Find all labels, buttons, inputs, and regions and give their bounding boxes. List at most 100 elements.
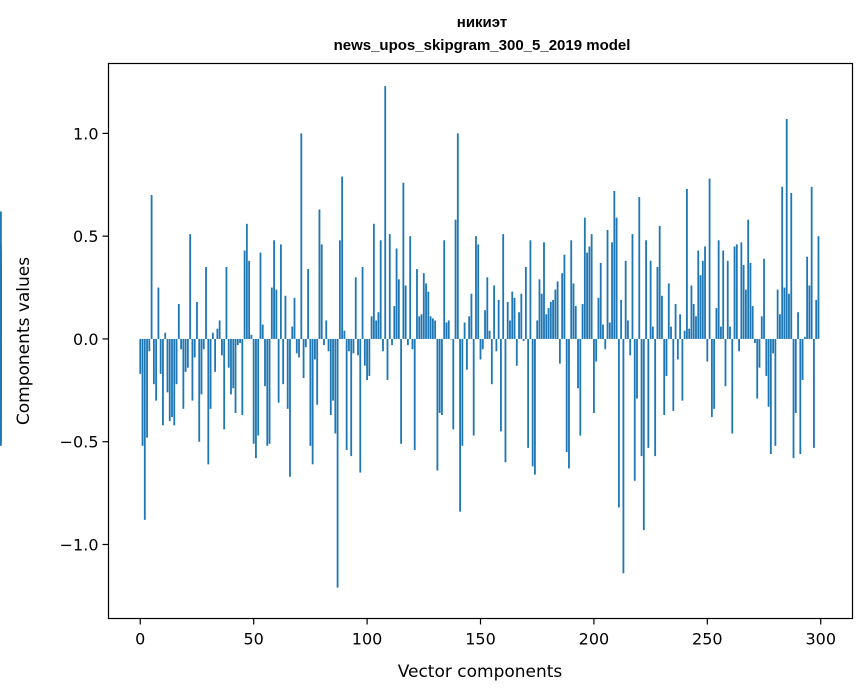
bar-232 bbox=[665, 338, 668, 376]
bar-162 bbox=[506, 301, 509, 339]
bar-137 bbox=[450, 338, 452, 340]
bar-170 bbox=[524, 267, 527, 339]
bar-291 bbox=[799, 338, 802, 455]
bar-247 bbox=[699, 275, 702, 339]
bar-123 bbox=[418, 316, 421, 339]
bar-44 bbox=[239, 338, 241, 344]
bar-206 bbox=[606, 230, 609, 339]
bar-196 bbox=[583, 217, 586, 339]
bar-267 bbox=[744, 289, 747, 339]
bar-200 bbox=[593, 338, 595, 413]
bar-228 bbox=[656, 267, 659, 339]
bar-56 bbox=[266, 338, 269, 446]
bar-160 bbox=[502, 234, 505, 339]
x-tick-label-100: 100 bbox=[352, 630, 383, 649]
bar-269 bbox=[749, 262, 752, 339]
bar-227 bbox=[654, 338, 657, 457]
bar-284 bbox=[783, 287, 786, 339]
bar-234 bbox=[670, 326, 672, 339]
bar-205 bbox=[604, 338, 607, 350]
bar-243 bbox=[690, 285, 693, 339]
bar-248 bbox=[701, 260, 704, 339]
bar-150 bbox=[479, 338, 482, 360]
bar-222 bbox=[642, 338, 645, 531]
bar-122 bbox=[416, 269, 418, 339]
bar-177 bbox=[540, 293, 543, 339]
bar-110 bbox=[388, 234, 391, 339]
bar-233 bbox=[667, 283, 670, 339]
x-tick-label-200: 200 bbox=[579, 630, 610, 649]
bar-289 bbox=[794, 338, 797, 413]
bar-106 bbox=[379, 240, 382, 339]
bar-157 bbox=[495, 338, 498, 352]
bar-260 bbox=[729, 326, 731, 339]
bar-124 bbox=[420, 314, 423, 339]
bar-164 bbox=[511, 291, 514, 339]
bar-64 bbox=[284, 295, 287, 339]
bar-189 bbox=[568, 338, 570, 469]
bar-130 bbox=[434, 320, 437, 339]
bar-1 bbox=[141, 338, 144, 446]
bar-282 bbox=[779, 314, 781, 339]
bar-126 bbox=[425, 283, 427, 339]
bar-121 bbox=[413, 338, 416, 450]
bar-272 bbox=[756, 338, 759, 399]
bar-17 bbox=[177, 304, 180, 339]
bar-188 bbox=[565, 338, 568, 452]
bar-undefined bbox=[0, 211, 2, 339]
bar-70 bbox=[298, 338, 300, 358]
bar-62 bbox=[279, 244, 282, 339]
bar-78 bbox=[316, 338, 319, 405]
bar-36 bbox=[221, 338, 223, 356]
bar-42 bbox=[234, 338, 237, 413]
bar-203 bbox=[599, 262, 602, 339]
bar-179 bbox=[545, 314, 548, 339]
y-tick-label-3: 0.5 bbox=[73, 227, 98, 246]
y-tick-label-4: 1.0 bbox=[73, 124, 98, 143]
bar-119 bbox=[409, 236, 412, 339]
bar-45 bbox=[241, 338, 244, 415]
bar-75 bbox=[309, 338, 312, 446]
bar-264 bbox=[738, 338, 740, 352]
bar-265 bbox=[740, 242, 743, 339]
bar-161 bbox=[504, 338, 507, 463]
bar-166 bbox=[515, 338, 518, 366]
x-tick-label-150: 150 bbox=[465, 630, 496, 649]
bar-220 bbox=[638, 197, 641, 339]
bar-129 bbox=[431, 318, 434, 339]
bar-20 bbox=[184, 338, 187, 372]
bar-51 bbox=[255, 338, 257, 459]
bar-249 bbox=[704, 246, 706, 339]
y-axis-ticks: −1.0 −0.5 0.0 0.5 1.0 bbox=[60, 124, 109, 555]
bar-175 bbox=[536, 320, 539, 339]
bar-186 bbox=[561, 273, 564, 339]
bar-288 bbox=[792, 338, 795, 459]
bar-76 bbox=[311, 338, 314, 465]
bar-96 bbox=[357, 338, 359, 356]
bar-135 bbox=[445, 322, 448, 339]
bar-2 bbox=[143, 338, 146, 520]
bar-101 bbox=[368, 338, 371, 376]
bar-298 bbox=[815, 299, 818, 339]
bar-73 bbox=[304, 338, 307, 348]
bar-276 bbox=[765, 338, 768, 376]
bar-219 bbox=[636, 338, 638, 399]
bar-16 bbox=[175, 338, 178, 385]
bar-149 bbox=[477, 244, 480, 339]
bar-144 bbox=[465, 338, 468, 370]
bar-141 bbox=[459, 338, 461, 512]
bar-8 bbox=[157, 287, 160, 339]
bar-3 bbox=[146, 338, 148, 438]
chart-title-line2: news_upos_skipgram_300_5_2019 model bbox=[334, 37, 631, 54]
bar-18 bbox=[180, 338, 182, 350]
x-tick-label-0: 0 bbox=[135, 630, 145, 649]
bar-151 bbox=[481, 338, 484, 350]
bar-221 bbox=[640, 338, 643, 457]
bar-109 bbox=[386, 338, 389, 381]
x-tick-label-50: 50 bbox=[243, 630, 263, 649]
bar-50 bbox=[252, 338, 255, 444]
bar-258 bbox=[724, 338, 727, 387]
bar-242 bbox=[688, 328, 691, 339]
bar-10 bbox=[162, 338, 164, 426]
bar-245 bbox=[695, 316, 697, 339]
